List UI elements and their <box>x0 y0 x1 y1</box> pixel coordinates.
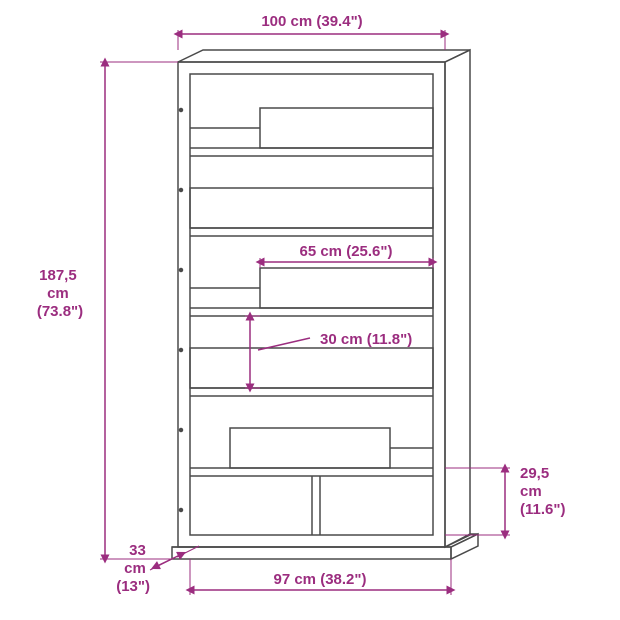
shelf-height-cm: 30 cm <box>320 331 363 348</box>
depth-in: (13") <box>116 578 150 595</box>
dim-shelf-height: 30 cm (11.8") <box>245 316 412 388</box>
dim-right-compartment: 29,5 cm (11.6") <box>445 465 565 535</box>
right-comp-in: (11.6") <box>520 501 565 518</box>
dim-left-height: 187,5 cm (73.8") <box>37 62 178 559</box>
dim-shelf-width: 65 cm (25.6") <box>260 243 433 268</box>
dim-base-width: 97 cm (38.2") <box>190 559 451 595</box>
base-width-cm: 97 cm <box>273 571 316 588</box>
top-width-in: (39.4") <box>316 13 362 30</box>
left-height-cm: 187,5 <box>39 267 77 284</box>
shelf-width-in: (25.6") <box>346 243 392 260</box>
dimension-drawing: 100 cm (39.4") 187,5 cm (73.8") 65 cm (2… <box>0 0 620 620</box>
left-height-cm2: cm <box>47 285 69 302</box>
svg-text:65 cm (25.6"): 65 cm (25.6") <box>299 243 392 260</box>
svg-text:100 cm (39.4"): 100 cm (39.4") <box>261 13 362 30</box>
base-width-in: (38.2") <box>320 571 366 588</box>
top-width-cm: 100 cm <box>261 13 312 30</box>
svg-text:29,5 cm (11.6"): 29,5 cm (11.6") <box>520 465 565 518</box>
shelf-height-in: (11.8") <box>367 331 412 348</box>
left-height-in: (73.8") <box>37 303 83 320</box>
dim-depth: 33 cm (13") <box>116 542 199 595</box>
depth-cm: 33 <box>129 542 146 559</box>
shelf-width-cm: 65 cm <box>299 243 342 260</box>
cabinet-outline <box>172 50 478 559</box>
depth-cm2: cm <box>124 560 146 577</box>
right-comp-cm: 29,5 <box>520 465 549 482</box>
dim-top-width: 100 cm (39.4") <box>178 13 445 50</box>
svg-text:30 cm (11.8"): 30 cm (11.8") <box>320 331 412 348</box>
svg-text:187,5 cm (73.8"): 187,5 cm (73.8") <box>37 267 83 320</box>
svg-text:97 cm (38.2"): 97 cm (38.2") <box>273 571 366 588</box>
svg-text:33 cm (13"): 33 cm (13") <box>116 542 150 595</box>
right-comp-cm2: cm <box>520 483 542 500</box>
